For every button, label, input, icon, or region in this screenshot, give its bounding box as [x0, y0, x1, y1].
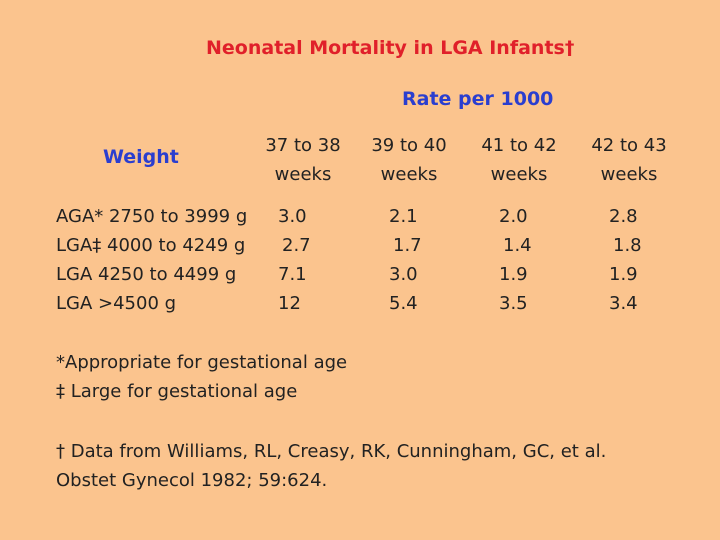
table-cell: 3.5 [499, 293, 528, 314]
column-header-line: 37 to 38 [265, 135, 341, 156]
row-label-lga-4500: LGA >4500 g [56, 293, 177, 314]
column-header-line: weeks [274, 164, 332, 185]
row-label-aga: AGA* 2750 to 3999 g [56, 206, 248, 227]
table-cell: 2.7 [282, 235, 311, 256]
column-header-line: 41 to 42 [481, 135, 557, 156]
column-header-line: weeks [380, 164, 438, 185]
column-header-42-43: 42 to 43 weeks [574, 131, 684, 189]
table-cell: 5.4 [389, 293, 418, 314]
table-cell: 12 [278, 293, 301, 314]
table-cell: 3.0 [389, 264, 418, 285]
column-header-39-40: 39 to 40 weeks [354, 131, 464, 189]
footnote-lga: ‡ Large for gestational age [56, 381, 298, 402]
table-cell: 1.7 [393, 235, 422, 256]
row-label-lga-4000: LGA‡ 4000 to 4249 g [56, 235, 246, 256]
footnote-source: † Data from Williams, RL, Creasy, RK, Cu… [56, 441, 607, 491]
table-cell: 3.4 [609, 293, 638, 314]
weight-column-header: Weight [103, 146, 179, 168]
table-cell: 2.1 [389, 206, 418, 227]
table-cell: 3.0 [278, 206, 307, 227]
table-cell: 1.9 [499, 264, 528, 285]
row-label-lga-4250: LGA 4250 to 4499 g [56, 264, 237, 285]
table-cell: 2.0 [499, 206, 528, 227]
column-header-line: weeks [600, 164, 658, 185]
table-cell: 1.4 [503, 235, 532, 256]
table-cell: 1.8 [613, 235, 642, 256]
table-cell: 7.1 [278, 264, 307, 285]
table-cell: 2.8 [609, 206, 638, 227]
column-header-37-38: 37 to 38 weeks [248, 131, 358, 189]
column-header-line: 39 to 40 [371, 135, 447, 156]
table-cell: 1.9 [609, 264, 638, 285]
column-header-line: weeks [490, 164, 548, 185]
column-header-41-42: 41 to 42 weeks [464, 131, 574, 189]
column-header-line: 42 to 43 [591, 135, 667, 156]
footnote-aga: *Appropriate for gestational age [56, 352, 348, 373]
rate-subtitle: Rate per 1000 [402, 88, 554, 110]
slide-title: Neonatal Mortality in LGA Infants† [206, 37, 575, 59]
